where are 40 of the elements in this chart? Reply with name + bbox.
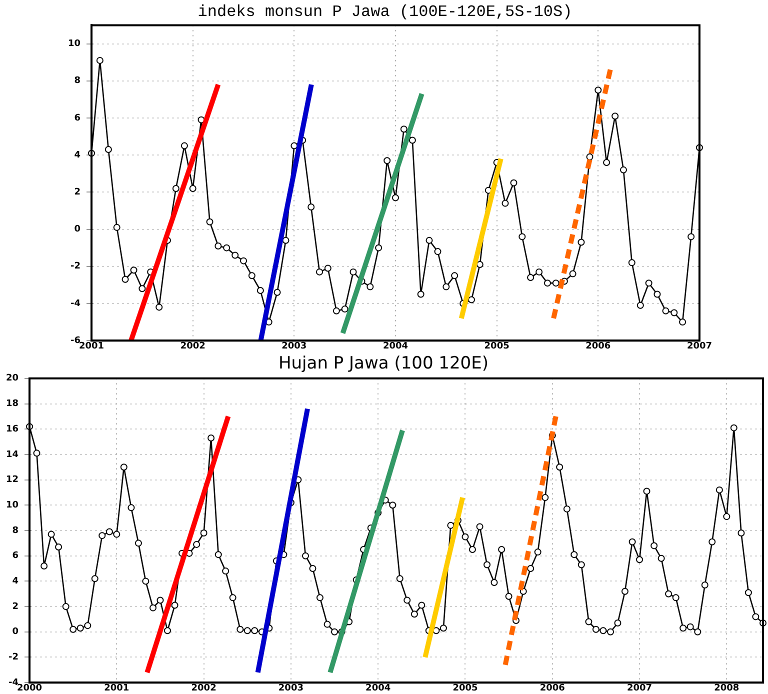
x-tick-label: 2002 (191, 683, 216, 694)
y-tick-label: 6 (74, 113, 81, 124)
x-tick-label: 2000 (16, 683, 42, 694)
y-tick-label: 16 (6, 424, 19, 434)
x-tick-label: 2005 (452, 683, 478, 694)
x-tick-label: 2006 (540, 683, 565, 694)
y-tick-label: -4 (70, 298, 81, 309)
x-tick-label: 2003 (282, 341, 307, 352)
chart-title: indeks monsun P Jawa (100E-120E,5S-10S) (198, 2, 572, 21)
y-tick-label: 12 (6, 475, 19, 486)
y-tick-label: 8 (74, 76, 81, 86)
y-tick-label: 14 (6, 450, 19, 460)
y-tick-label: 6 (12, 551, 19, 562)
y-tick-label: -6 (70, 336, 81, 346)
y-tick-label: 8 (12, 526, 19, 536)
x-tick-label: 2003 (278, 683, 304, 694)
x-tick-label: 2002 (180, 341, 206, 352)
y-tick-label: 0 (12, 627, 19, 638)
x-tick-label: 2001 (78, 341, 104, 352)
y-tick-label: 20 (6, 374, 19, 384)
y-tick-label: 2 (74, 188, 81, 198)
y-tick-label: 4 (12, 576, 19, 587)
y-tick-label: 4 (74, 150, 81, 160)
y-tick-label: 2 (12, 602, 19, 612)
x-tick-label: 2004 (382, 341, 408, 352)
x-tick-label: 2007 (686, 341, 712, 352)
y-tick-label: -2 (8, 652, 19, 663)
x-tick-label: 2008 (714, 683, 740, 694)
x-tick-label: 2004 (366, 683, 391, 694)
x-tick-label: 2007 (626, 683, 652, 694)
x-tick-label: 2006 (586, 341, 611, 352)
y-tick-label: -2 (70, 262, 81, 272)
y-tick-label: 18 (6, 399, 19, 410)
y-tick-label: 10 (6, 500, 19, 510)
x-tick-label: 2005 (484, 341, 510, 352)
y-tick-label: 10 (68, 39, 81, 50)
y-tick-label: 0 (74, 224, 81, 235)
chart-title: Hujan P Jawa (100 120E) (278, 354, 488, 374)
y-tick-label: -4 (8, 678, 19, 688)
x-tick-label: 2001 (104, 683, 130, 694)
